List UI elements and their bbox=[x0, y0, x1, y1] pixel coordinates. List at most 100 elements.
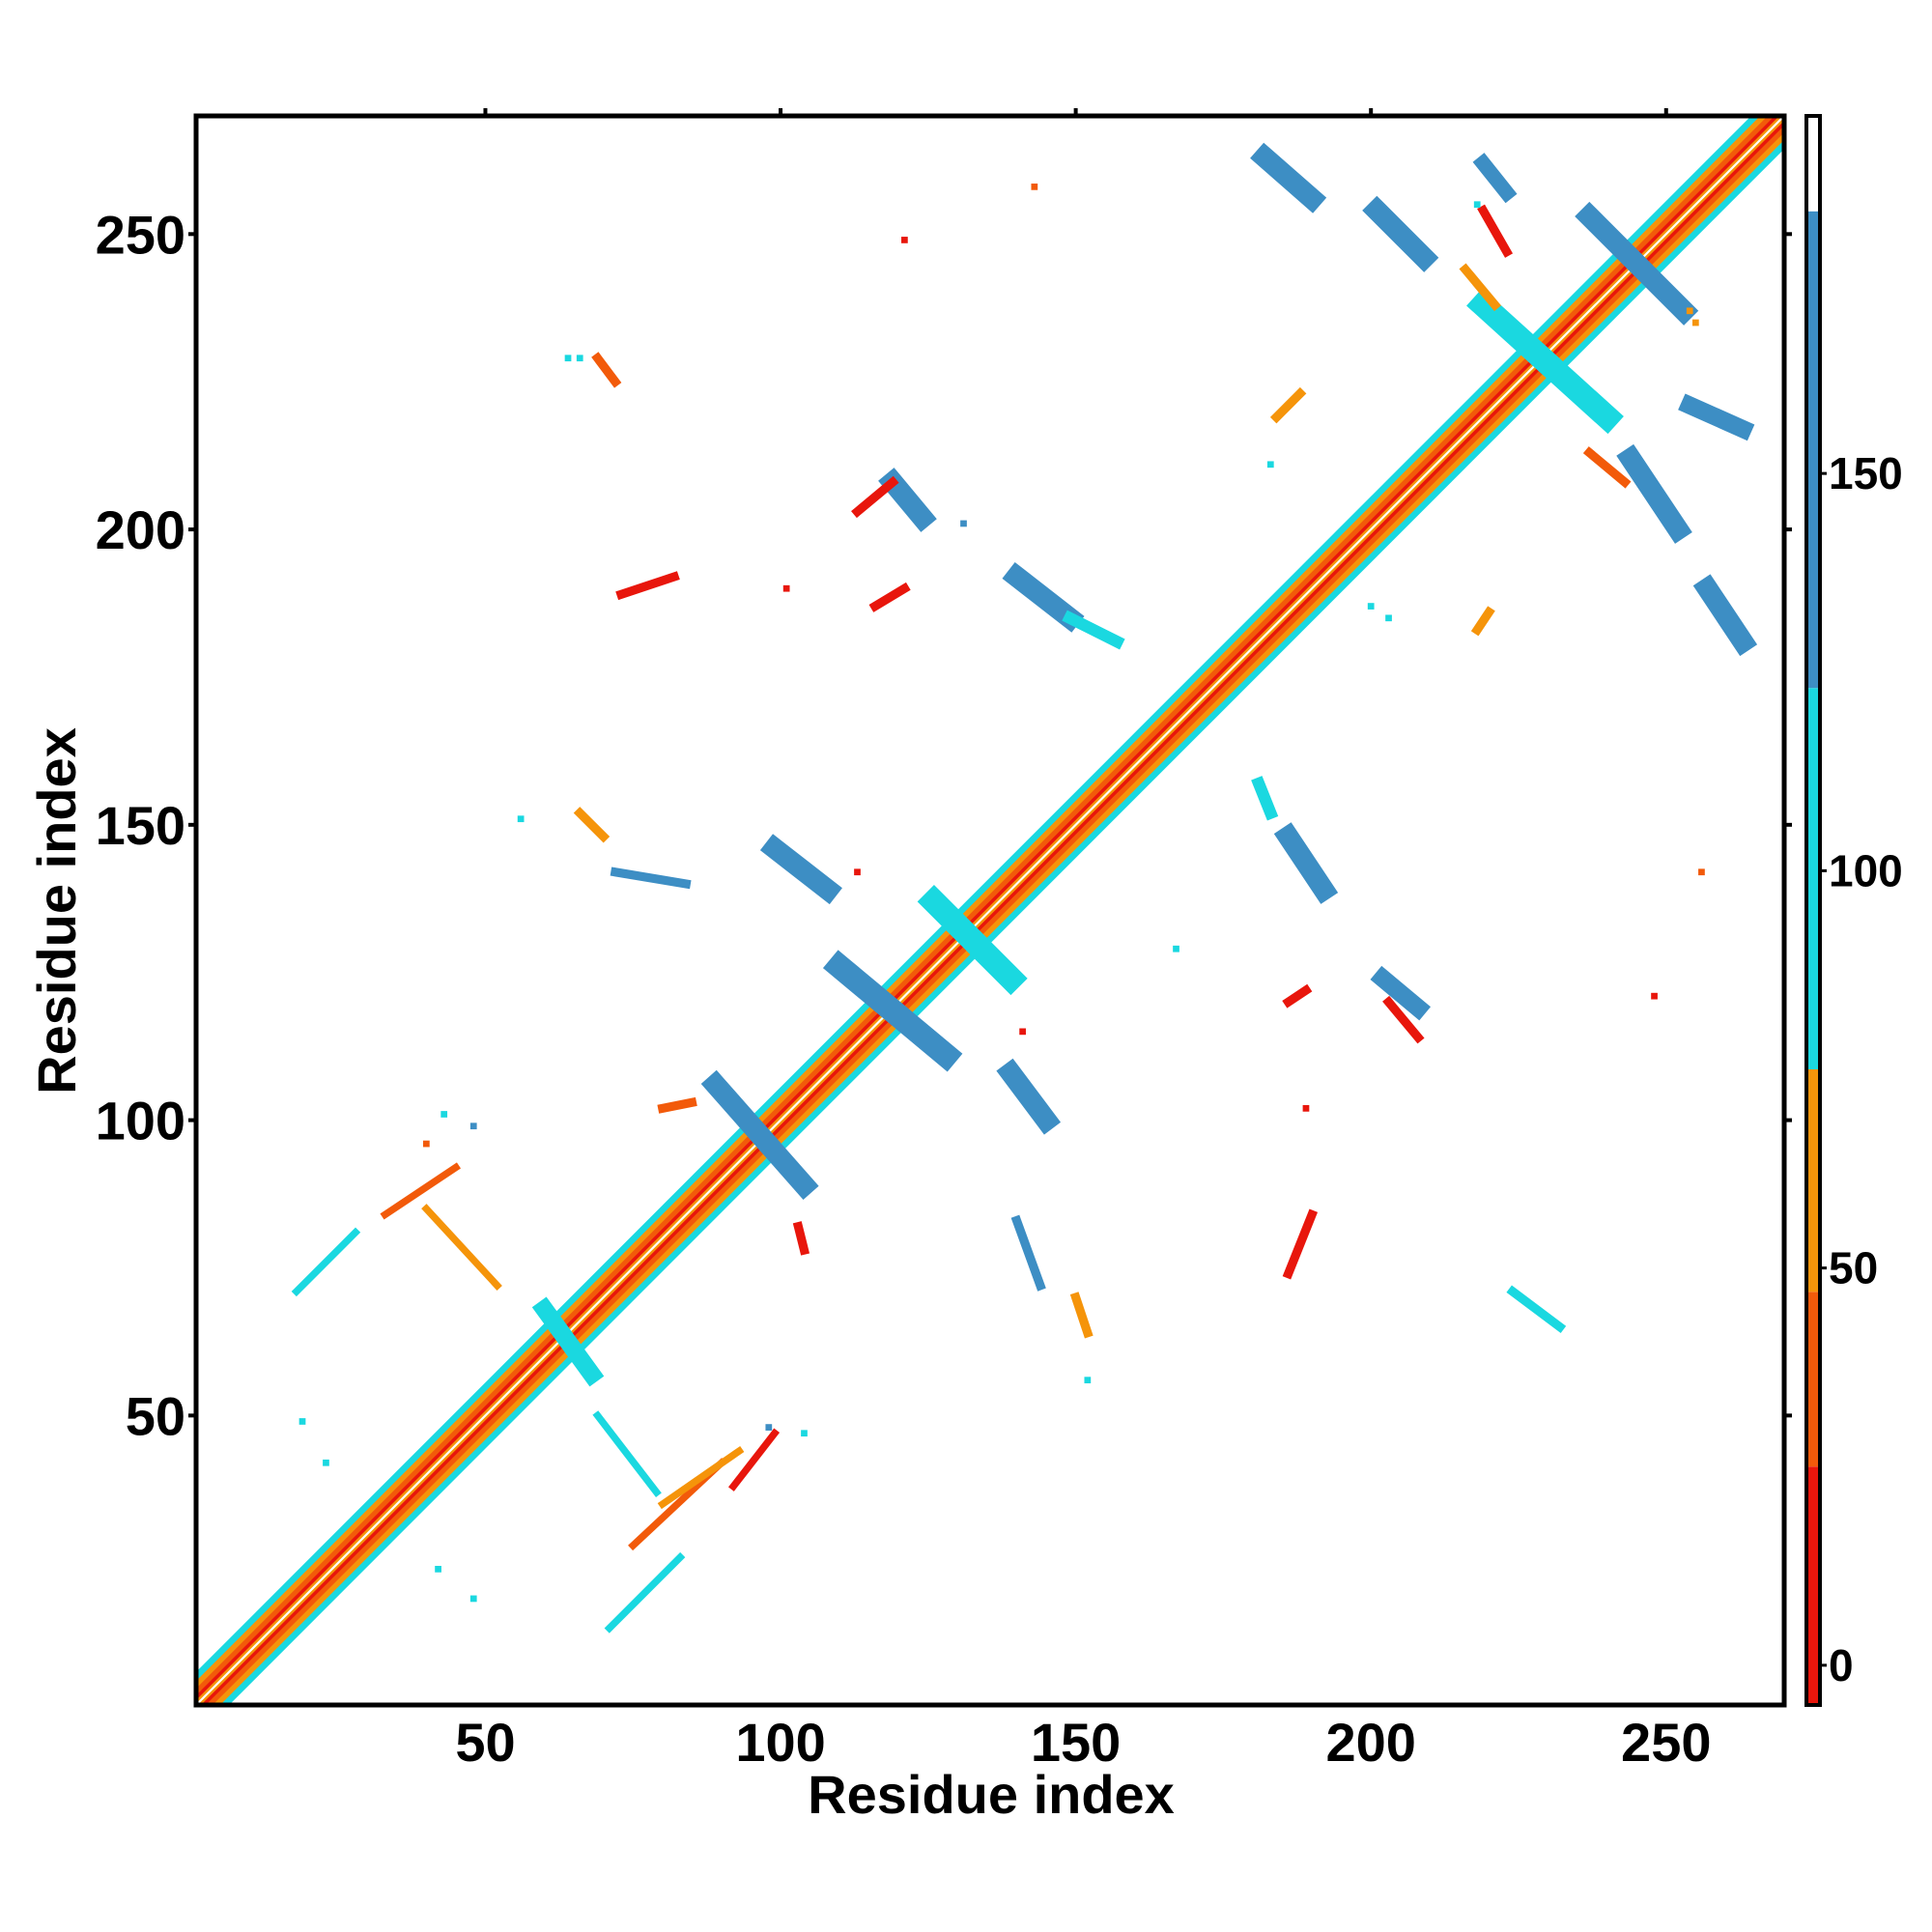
contact-segment bbox=[1069, 1292, 1094, 1339]
contact-segment bbox=[1382, 995, 1425, 1044]
contact-segment bbox=[421, 1204, 502, 1291]
contact-point bbox=[1385, 614, 1392, 622]
contact-segment bbox=[1282, 1208, 1319, 1280]
colorbar-bin bbox=[1806, 1069, 1820, 1293]
contact-segment bbox=[700, 1069, 819, 1200]
contact-segment bbox=[1251, 776, 1279, 821]
contact-segment bbox=[868, 582, 911, 612]
colorbar-bin bbox=[1806, 1292, 1820, 1467]
colorbar-bin bbox=[1806, 116, 1820, 212]
contact-segment bbox=[1477, 204, 1514, 258]
colorbar-bin bbox=[1806, 1466, 1820, 1705]
contact-segment bbox=[1616, 443, 1692, 544]
contact-segment bbox=[1466, 288, 1624, 435]
x-tick-label: 200 bbox=[1325, 1712, 1415, 1773]
contact-point bbox=[1031, 184, 1038, 190]
contact-point bbox=[1686, 307, 1693, 315]
contact-segment bbox=[1362, 195, 1439, 272]
diagonal-band bbox=[196, 116, 1784, 1705]
y-tick-label: 200 bbox=[96, 499, 185, 560]
contact-segment bbox=[592, 1410, 662, 1497]
contact-point bbox=[1302, 1104, 1310, 1112]
contact-segment bbox=[996, 1058, 1062, 1135]
contact-segment bbox=[615, 571, 680, 601]
contact-point bbox=[576, 355, 583, 362]
contact-segment bbox=[917, 885, 1028, 996]
contact-point bbox=[1651, 992, 1658, 1000]
y-tick-label: 250 bbox=[96, 204, 185, 265]
contact-segment bbox=[1269, 386, 1307, 424]
contact-segment bbox=[1459, 263, 1501, 312]
contact-segment bbox=[573, 807, 611, 843]
contact-point bbox=[1691, 319, 1699, 327]
colorbar-tick-label: 50 bbox=[1829, 1243, 1878, 1293]
contact-point bbox=[1173, 945, 1179, 952]
contact-point bbox=[469, 1122, 477, 1130]
contact-point bbox=[1698, 868, 1705, 876]
x-tick-label: 50 bbox=[455, 1712, 515, 1773]
contact-segment bbox=[1010, 1214, 1046, 1292]
colorbar-bin bbox=[1806, 211, 1820, 689]
contact-point bbox=[854, 868, 861, 876]
contact-segment bbox=[1062, 610, 1125, 650]
colorbar-bin bbox=[1806, 688, 1820, 1069]
y-tick-label: 150 bbox=[96, 795, 185, 856]
y-tick-label: 50 bbox=[126, 1385, 185, 1446]
y-axis: 50 100 150 200 250 bbox=[96, 204, 1792, 1446]
contact-segment bbox=[1282, 983, 1313, 1009]
contact-segment bbox=[792, 1221, 810, 1256]
contact-segment bbox=[1273, 822, 1339, 904]
contact-segment bbox=[1250, 142, 1327, 213]
y-tick-label: 100 bbox=[96, 1091, 185, 1151]
contact-point bbox=[564, 355, 572, 362]
plot-frame bbox=[193, 113, 1787, 1708]
contact-point bbox=[469, 1595, 477, 1603]
contact-segment bbox=[604, 1551, 686, 1634]
contact-point bbox=[960, 520, 967, 527]
contact-point bbox=[517, 815, 525, 823]
contact-segment bbox=[657, 1096, 697, 1114]
y-axis-title: Residue index bbox=[26, 727, 87, 1094]
contact-points bbox=[298, 184, 1705, 1603]
colorbar-tick-label: 150 bbox=[1829, 448, 1903, 498]
contact-segment bbox=[657, 1445, 745, 1510]
contact-point bbox=[1367, 603, 1375, 610]
colorbar-tick-label: 100 bbox=[1829, 845, 1903, 895]
contact-segment bbox=[1472, 153, 1518, 204]
contact-point bbox=[765, 1424, 773, 1431]
contact-point bbox=[422, 1140, 430, 1148]
contact-segments bbox=[291, 142, 1758, 1634]
contact-point bbox=[1084, 1377, 1092, 1384]
contact-segment bbox=[1506, 1285, 1567, 1334]
contact-point bbox=[1266, 461, 1274, 469]
x-axis-title: Residue index bbox=[808, 1764, 1175, 1825]
contact-point bbox=[782, 584, 790, 592]
contact-segment bbox=[1575, 201, 1699, 326]
contact-segment bbox=[531, 1296, 605, 1387]
contact-segment bbox=[851, 475, 899, 519]
contact-point bbox=[435, 1565, 441, 1573]
x-tick-label: 250 bbox=[1621, 1712, 1711, 1773]
contact-segment bbox=[878, 468, 937, 532]
contact-point bbox=[440, 1111, 448, 1118]
contact-point bbox=[298, 1418, 306, 1425]
contact-segment bbox=[1582, 446, 1632, 489]
contact-segment bbox=[1370, 965, 1431, 1021]
colorbar: 0 50 100 150 bbox=[1804, 114, 1903, 1707]
contact-point bbox=[323, 1459, 329, 1466]
contact-segment bbox=[591, 352, 622, 388]
contact-segment bbox=[291, 1227, 361, 1297]
contact-segment bbox=[1692, 574, 1758, 657]
contact-segment bbox=[759, 834, 842, 905]
contact-segment bbox=[822, 950, 963, 1072]
colorbar-tick-label: 0 bbox=[1829, 1640, 1854, 1690]
colorbar-frame bbox=[1804, 114, 1822, 1707]
contact-point bbox=[901, 237, 908, 243]
contact-segment bbox=[380, 1162, 461, 1220]
x-axis: 50 100 150 200 250 bbox=[455, 108, 1711, 1773]
diagonal-band-layer bbox=[196, 116, 1784, 1705]
contact-segment bbox=[728, 1428, 781, 1492]
contact-point bbox=[1473, 201, 1481, 209]
contact-segment bbox=[1678, 393, 1755, 441]
